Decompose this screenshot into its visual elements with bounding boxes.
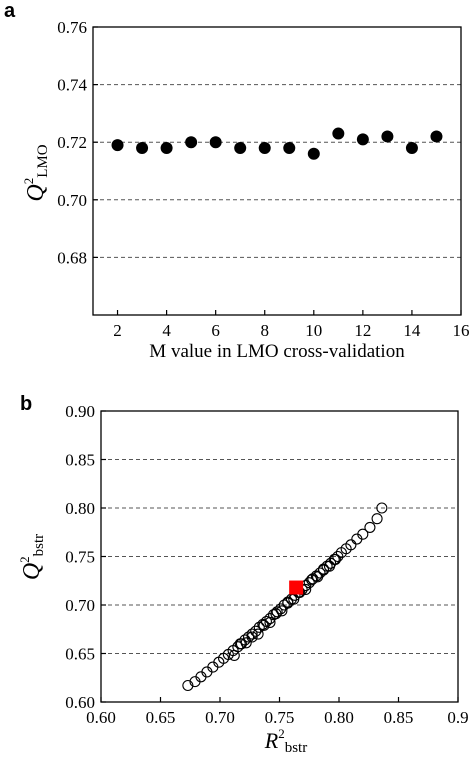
panel-a-y-axis-title-sub: LMO	[35, 144, 51, 178]
data-point	[209, 136, 222, 149]
data-point	[306, 574, 318, 586]
y-tick-label: 0.72	[57, 133, 87, 152]
data-point	[258, 619, 270, 631]
data-point	[307, 573, 319, 585]
data-point	[307, 147, 320, 160]
x-tick-label: 0.9	[447, 708, 468, 727]
panel-a-y-axis-title-sup: 2	[21, 178, 36, 185]
y-tick-label: 0.75	[65, 548, 95, 567]
data-point	[258, 141, 271, 154]
data-point	[405, 141, 418, 154]
data-point	[381, 130, 394, 143]
data-point	[253, 621, 265, 633]
panel-a-letter: a	[4, 0, 16, 22]
x-tick-label: 14	[403, 321, 421, 340]
data-point	[228, 649, 240, 661]
y-tick-label: 0.60	[65, 693, 95, 712]
data-point	[136, 141, 149, 154]
data-point	[246, 631, 258, 643]
panel-b-x-axis-title: R2bstr	[264, 726, 307, 756]
data-point	[270, 608, 282, 620]
panel-b-y-axis-title-main: Q	[19, 563, 45, 580]
panel-a-y-axis-title-main: Q	[23, 184, 49, 201]
panel-b-x-axis-title-sup: 2	[278, 726, 285, 741]
data-point	[371, 513, 383, 525]
x-tick-label: 0.70	[205, 708, 235, 727]
data-point	[312, 571, 324, 583]
data-point	[303, 577, 315, 589]
panel-b-y-axis-title-sup: 2	[17, 556, 32, 563]
data-point	[271, 606, 283, 618]
y-tick-label: 0.74	[57, 76, 87, 95]
y-tick-label: 0.76	[57, 18, 87, 37]
panel-b-y-axis-title: Q2bstr	[17, 534, 47, 580]
data-point	[283, 141, 296, 154]
panel-a-y-axis-title: Q2LMO	[21, 144, 51, 201]
data-point	[182, 679, 194, 692]
x-tick-label: 4	[162, 321, 171, 340]
y-tick-label: 0.68	[57, 248, 87, 267]
panel-a-x-axis-title: M value in LMO cross-validation	[149, 341, 405, 362]
panel-a-grid	[93, 84, 461, 258]
data-point	[240, 637, 252, 649]
data-point	[160, 141, 173, 154]
data-point	[264, 616, 276, 629]
panel-b-letter: b	[20, 393, 32, 415]
data-point	[430, 130, 443, 143]
data-point	[364, 521, 376, 533]
y-tick-label: 0.90	[65, 402, 95, 421]
y-tick-label: 0.70	[57, 191, 87, 210]
panel-a-plot-area	[92, 26, 462, 316]
x-tick-label: 0.75	[265, 708, 295, 727]
data-point	[357, 528, 369, 540]
x-tick-label: 12	[354, 321, 371, 340]
data-point	[329, 553, 341, 565]
data-point	[185, 136, 198, 149]
data-point	[356, 133, 369, 146]
data-point	[376, 502, 388, 514]
panel-b-y-axis-title-sub: bstr	[31, 534, 47, 557]
data-point	[234, 638, 246, 650]
panel-b-grid	[101, 459, 458, 654]
panel-b-x-axis-title-main: R	[264, 728, 279, 753]
panel-b-x-axis-title-sub: bstr	[285, 740, 308, 756]
panel-a-ticks: 0.68 0.70 0.72 0.74 0.76 2 4 6 8 10 12 14 16	[57, 18, 469, 340]
y-tick-label: 0.65	[65, 645, 95, 664]
data-point	[323, 560, 336, 572]
data-point	[276, 605, 288, 617]
data-point	[257, 618, 269, 630]
x-tick-label: 0.65	[146, 708, 176, 727]
y-tick-label: 0.80	[65, 499, 95, 518]
data-point	[332, 550, 344, 563]
panel-b-ticks: 0.60 0.65 0.70 0.75 0.80 0.85 0.90 0.60 0.65 0.70…	[65, 402, 468, 727]
x-tick-label: 10	[305, 321, 322, 340]
data-point	[250, 625, 262, 637]
data-point	[234, 141, 247, 154]
data-point	[111, 139, 124, 152]
data-point	[252, 628, 264, 640]
y-tick-label: 0.85	[65, 451, 95, 470]
data-point	[246, 628, 258, 640]
x-tick-label: 16	[453, 321, 470, 340]
panel-b-points	[182, 502, 388, 692]
data-point	[332, 127, 345, 140]
x-tick-label: 0.80	[324, 708, 354, 727]
panel-a-points	[111, 127, 443, 160]
x-tick-label: 0.85	[384, 708, 414, 727]
highlight-point	[289, 580, 304, 595]
data-point	[317, 564, 330, 576]
data-point	[345, 539, 357, 551]
x-tick-label: 8	[260, 321, 269, 340]
x-tick-label: 0.60	[86, 708, 116, 727]
x-tick-label: 6	[211, 321, 220, 340]
x-tick-label: 2	[113, 321, 122, 340]
y-tick-label: 0.70	[65, 596, 95, 615]
data-point	[282, 597, 294, 609]
